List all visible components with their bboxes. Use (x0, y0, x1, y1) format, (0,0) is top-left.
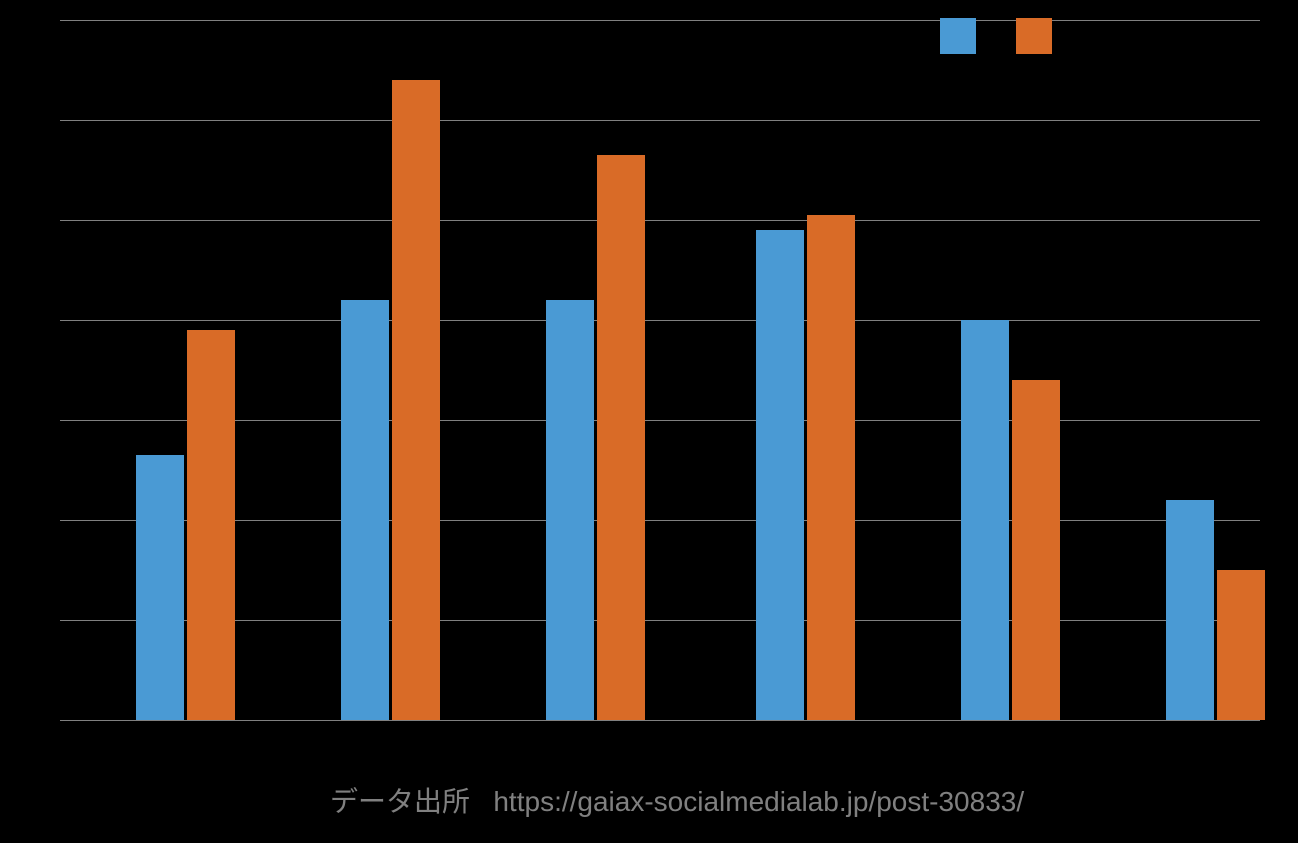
gridline (60, 120, 1260, 121)
bar-series2 (1217, 570, 1265, 720)
bar-series1 (341, 300, 389, 720)
legend (940, 18, 1062, 54)
gridline (60, 220, 1260, 221)
legend-item-series2 (1016, 18, 1062, 54)
gridline (60, 520, 1260, 521)
legend-item-series1 (940, 18, 986, 54)
gridline (60, 320, 1260, 321)
bar-series1 (136, 455, 184, 720)
gridline (60, 620, 1260, 621)
source-text: データ出所 https://gaiax-socialmedialab.jp/po… (330, 780, 1024, 820)
source-url: https://gaiax-socialmedialab.jp/post-308… (493, 786, 1024, 817)
legend-swatch (940, 18, 976, 54)
plot-area (60, 20, 1260, 720)
bar-series1 (756, 230, 804, 720)
chart-container: データ出所 https://gaiax-socialmedialab.jp/po… (0, 0, 1298, 843)
source-label: データ出所 (330, 786, 470, 817)
bar-series1 (961, 320, 1009, 720)
bar-series1 (1166, 500, 1214, 720)
bar-series2 (392, 80, 440, 720)
bar-series1 (546, 300, 594, 720)
bar-series2 (187, 330, 235, 720)
gridline (60, 420, 1260, 421)
gridline (60, 20, 1260, 21)
bar-series2 (597, 155, 645, 720)
gridline (60, 720, 1260, 721)
legend-swatch (1016, 18, 1052, 54)
bar-series2 (1012, 380, 1060, 720)
bar-series2 (807, 215, 855, 720)
